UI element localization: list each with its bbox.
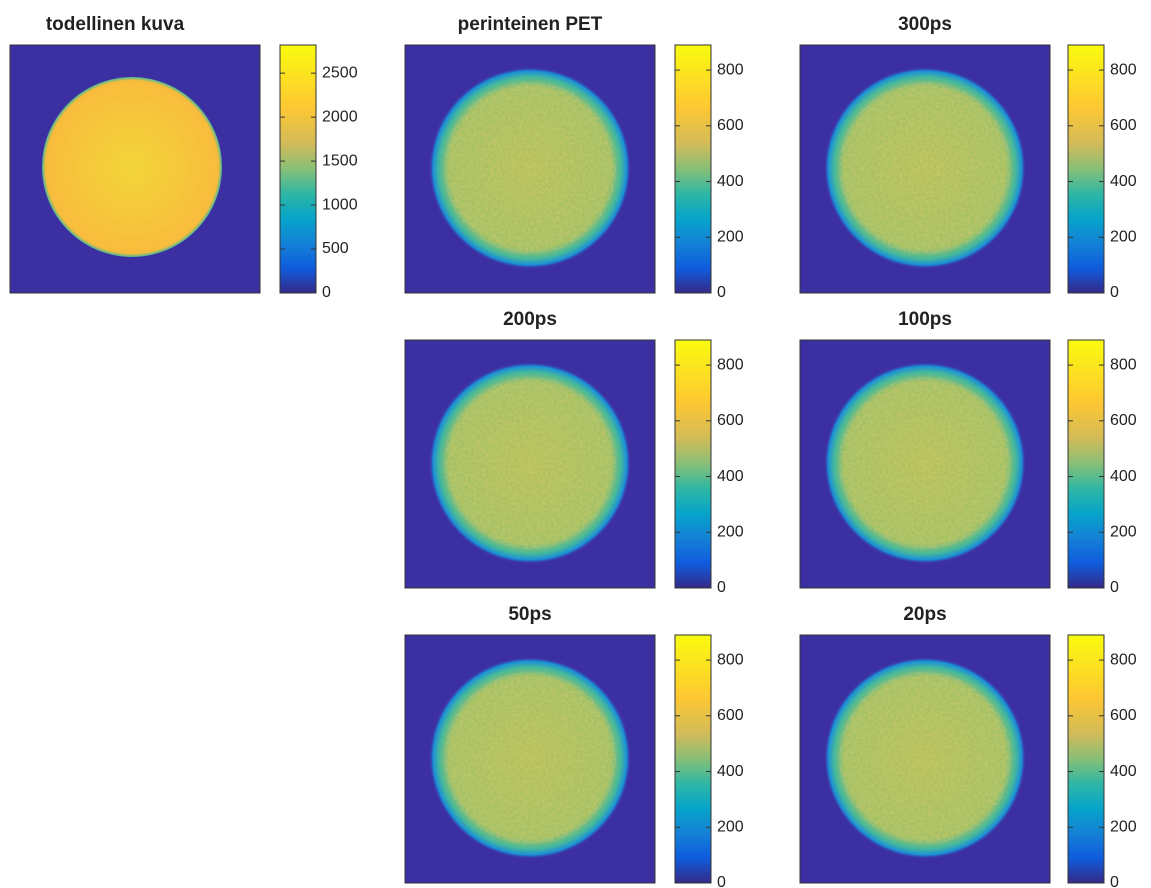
image-texture [444,82,616,254]
colorbar-tick-label: 200 [717,523,744,540]
colorbar [1068,45,1104,293]
panel-title: 200ps [503,309,557,330]
colorbar-tick-label: 800 [717,356,744,373]
colorbar-tick-label: 200 [1110,523,1137,540]
colorbar [1068,635,1104,883]
colorbar-tick-label: 0 [1110,874,1119,888]
colorbar-tick-label: 400 [717,763,744,780]
colorbar [1068,340,1104,588]
image-disk [42,77,222,257]
colorbar [675,635,711,883]
colorbar-tick-label: 600 [1110,117,1137,134]
image-texture [839,377,1011,549]
panel-title: 300ps [898,14,952,35]
figure: todellinen kuva05001000150020002500perin… [0,0,1151,888]
colorbar-tick-label: 400 [1110,468,1137,485]
colorbar [675,340,711,588]
colorbar-tick-label: 0 [717,579,726,596]
colorbar-tick-label: 1000 [322,196,358,213]
colorbar-tick-label: 200 [1110,228,1137,245]
colorbar-tick-label: 600 [1110,412,1137,429]
colorbar [675,45,711,293]
panel-title: perinteinen PET [458,14,603,35]
colorbar-tick-label: 0 [717,874,726,888]
colorbar-tick-label: 600 [717,707,744,724]
colorbar-tick-label: 600 [717,117,744,134]
colorbar-tick-label: 800 [1110,356,1137,373]
colorbar-tick-label: 800 [717,651,744,668]
colorbar-tick-label: 600 [1110,707,1137,724]
image-texture [444,377,616,549]
colorbar-tick-label: 800 [1110,651,1137,668]
colorbar-tick-label: 200 [1110,818,1137,835]
colorbar-tick-label: 0 [1110,284,1119,301]
colorbar-tick-label: 400 [1110,173,1137,190]
colorbar-tick-label: 1500 [322,152,358,169]
colorbar-tick-label: 800 [717,61,744,78]
colorbar-tick-label: 2000 [322,108,358,125]
colorbar-tick-label: 200 [717,818,744,835]
colorbar-tick-label: 2500 [322,64,358,81]
colorbar-tick-label: 400 [717,173,744,190]
panel-title: 20ps [903,604,946,625]
colorbar-tick-label: 0 [322,284,331,301]
colorbar-tick-label: 800 [1110,61,1137,78]
image-texture [839,672,1011,844]
panel-title: 100ps [898,309,952,330]
colorbar-tick-label: 400 [717,468,744,485]
colorbar-tick-label: 400 [1110,763,1137,780]
image-texture [839,82,1011,254]
panel-title: todellinen kuva [46,14,185,35]
colorbar-tick-label: 200 [717,228,744,245]
panel-title: 50ps [508,604,551,625]
colorbar-tick-label: 500 [322,240,349,257]
colorbar-tick-label: 600 [717,412,744,429]
colorbar-tick-label: 0 [1110,579,1119,596]
image-texture [444,672,616,844]
colorbar-tick-label: 0 [717,284,726,301]
colorbar [280,45,316,293]
